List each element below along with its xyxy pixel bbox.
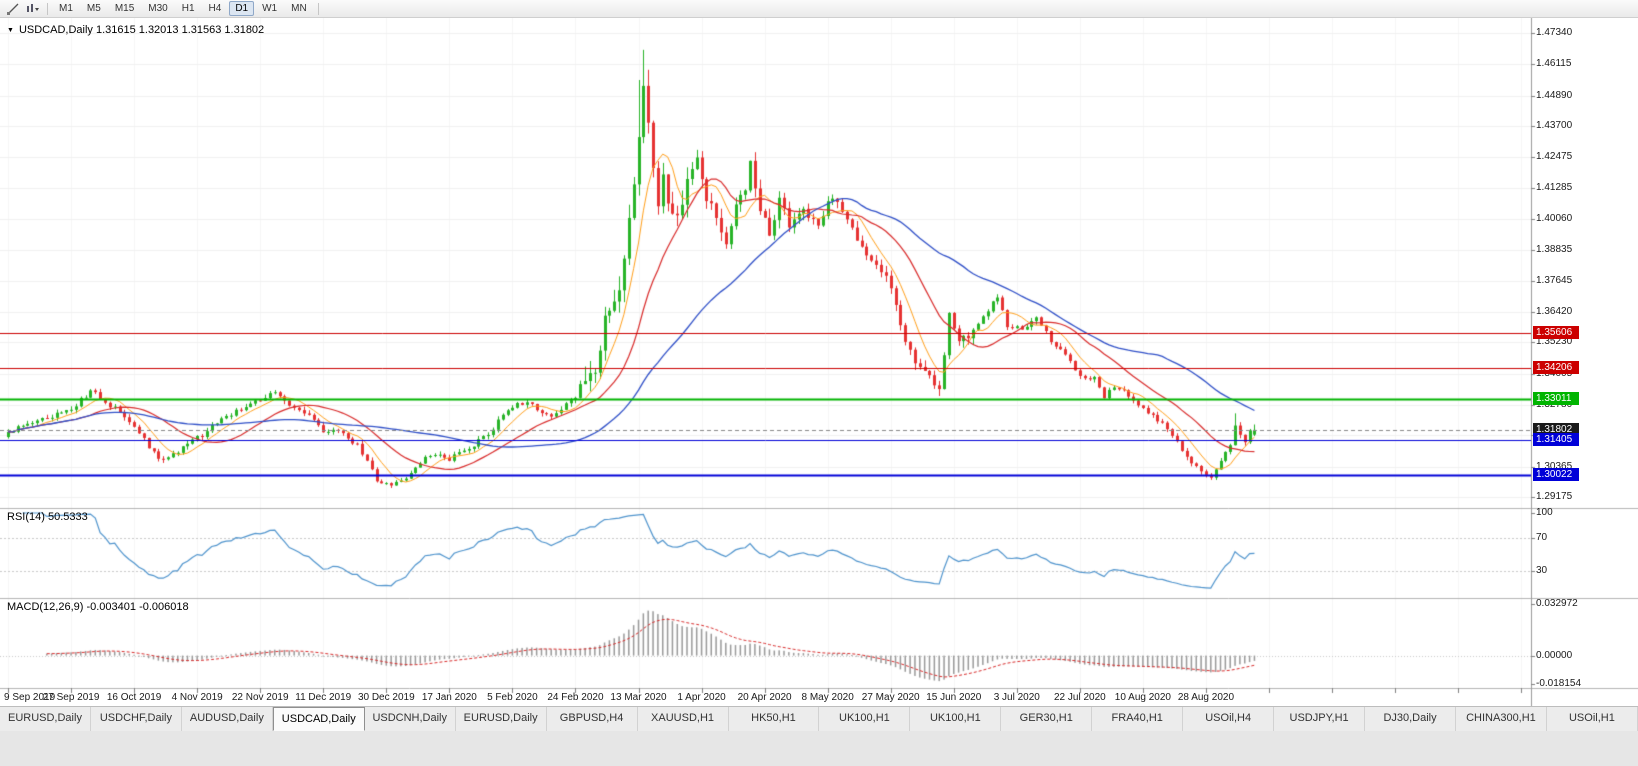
date-label: 4 Nov 2019 [171, 692, 223, 703]
price-scale-label: 1.44890 [1536, 89, 1573, 101]
price-scale-label: 1.40060 [1536, 212, 1573, 224]
date-label: 8 May 2020 [801, 692, 854, 703]
price-scale-label: 1.29175 [1536, 491, 1573, 502]
timeframe-button-m5[interactable]: M5 [86, 3, 101, 14]
chart-ohlc-header: ▼ USDCAD,Daily 1.31615 1.32013 1.31563 1… [7, 24, 264, 36]
date-label: 28 Aug 2020 [1177, 692, 1235, 703]
chart-tab-usdchf-daily[interactable]: USDCHF,Daily [90, 707, 182, 731]
chart-tab-usdcnh-daily[interactable]: USDCNH,Daily [364, 707, 456, 731]
macd-scale-label: 0.00000 [1536, 649, 1573, 661]
price-scale-label: 1.41285 [1536, 181, 1573, 193]
macd-indicator-label: MACD(12,26,9) -0.003401 -0.006018 [7, 601, 189, 613]
macd-scale-label: 0.032972 [1536, 598, 1578, 609]
chart-tab-gbpusd-h4[interactable]: GBPUSD,H4 [546, 707, 638, 731]
date-label: 3 Jul 2020 [993, 692, 1040, 703]
chart-toolbar: M1 M5 M15 M30 H1 H4 D1 W1 MN [0, 0, 1638, 18]
timeframe-button-w1[interactable]: W1 [262, 3, 278, 14]
chart-tab-china300-h1[interactable]: CHINA300,H1 [1456, 707, 1547, 731]
price-scale-label: 1.35230 [1536, 336, 1573, 348]
macd-scale-label: -0.018154 [1536, 678, 1582, 689]
price-scale-label: 1.37645 [1536, 274, 1573, 286]
chart-tab-audusd-daily[interactable]: AUDUSD,Daily [181, 707, 273, 731]
date-label: 10 Aug 2020 [1114, 692, 1171, 703]
symbol-marker-icon: ▼ [7, 26, 14, 34]
chart-tab-fra40-h1[interactable]: FRA40,H1 [1092, 707, 1184, 731]
chart-tab-usdjpy-h1[interactable]: USDJPY,H1 [1274, 707, 1366, 731]
price-scale-label: 1.43700 [1536, 119, 1573, 131]
price-scale-label: 1.38835 [1536, 244, 1573, 256]
date-label: 13 Mar 2020 [610, 692, 667, 703]
timeframe-button-h1[interactable]: H1 [181, 3, 195, 14]
current-price-badge: 1.31802 [1533, 423, 1579, 436]
date-label: 1 Apr 2020 [677, 692, 726, 703]
timeframe-button-mn[interactable]: MN [291, 3, 307, 14]
price-chart-canvas[interactable] [0, 18, 1638, 706]
timeframe-button-m30[interactable]: M30 [148, 3, 168, 14]
chart-tab-usoil-h1[interactable]: USOil,H1 [1546, 707, 1638, 731]
chart-tab-eurusd-daily[interactable]: EURUSD,Daily [0, 707, 91, 731]
timeframe-button-m15[interactable]: M15 [114, 3, 135, 14]
date-label: 24 Feb 2020 [547, 692, 604, 703]
date-label: 17 Jan 2020 [421, 692, 477, 703]
date-label: 16 Oct 2019 [106, 692, 162, 703]
date-label: 9 Sep 2019 [4, 692, 56, 703]
rsi-indicator-label: RSI(14) 50.5333 [7, 511, 88, 523]
chart-header-text: USDCAD,Daily 1.31615 1.32013 1.31563 1.3… [18, 24, 265, 36]
rsi-scale-label: 30 [1536, 565, 1548, 576]
chart-tab-usoil-h4[interactable]: USOil,H4 [1183, 707, 1275, 731]
hline-price-badge[interactable]: 1.35606 [1533, 326, 1579, 339]
chart-region: ▼ USDCAD,Daily 1.31615 1.32013 1.31563 1… [0, 18, 1638, 706]
date-label: 11 Dec 2019 [295, 692, 352, 703]
date-label: 15 Jun 2020 [926, 692, 982, 703]
chart-tab-bar: EURUSD,Daily USDCHF,Daily AUDUSD,Daily USDC… [0, 706, 1638, 731]
date-label: 20 Apr 2020 [737, 692, 792, 703]
timeframe-button-h4[interactable]: H4 [208, 3, 222, 14]
hline-price-badge[interactable]: 1.34206 [1533, 361, 1579, 374]
hline-price-badge[interactable]: 1.31405 [1533, 433, 1579, 446]
timeframe-button-group: M1 M5 M15 M30 H1 H4 D1 W1 MN [52, 1, 314, 16]
chart-tab-uk100-h1[interactable]: UK100,H1 [819, 707, 911, 731]
date-label: 5 Feb 2020 [487, 692, 538, 703]
price-scale-label: 1.46115 [1536, 58, 1572, 70]
chart-tab-hk50-h1[interactable]: HK50,H1 [728, 707, 820, 731]
hline-price-badge[interactable]: 1.33011 [1533, 392, 1579, 405]
price-scale-label: 1.47340 [1536, 27, 1573, 38]
chart-tab-dj30-daily[interactable]: DJ30,Daily [1365, 707, 1456, 731]
chart-tab-uk100-h1[interactable]: UK100,H1 [910, 707, 1002, 731]
date-label: 27 May 2020 [861, 692, 920, 703]
date-label: 27 Sep 2019 [42, 692, 100, 703]
price-scale-label: 1.42475 [1536, 151, 1573, 163]
chart-tab-xauusd-h1[interactable]: XAUUSD,H1 [637, 707, 729, 731]
price-scale-label: 1.30365 [1536, 460, 1573, 472]
toolbar-separator [47, 2, 48, 15]
date-label: 22 Jul 2020 [1053, 692, 1106, 703]
price-scale-label: 1.36420 [1536, 305, 1573, 317]
rsi-scale-label: 70 [1536, 531, 1548, 543]
chart-tab-ger30-h1[interactable]: GER30,H1 [1001, 707, 1093, 731]
hline-price-badge[interactable]: 1.30022 [1533, 468, 1579, 481]
timeframe-button-d1[interactable]: D1 [229, 1, 255, 16]
timeframe-button-m1[interactable]: M1 [59, 3, 73, 14]
chart-tab-usdcad-daily[interactable]: USDCAD,Daily [272, 707, 365, 731]
chart-tab-eurusd-daily[interactable]: EURUSD,Daily [455, 707, 547, 731]
rsi-scale-label: 100 [1536, 507, 1553, 518]
date-label: 22 Nov 2019 [231, 692, 289, 703]
date-label: 30 Dec 2019 [357, 692, 415, 703]
toolbar-separator [317, 2, 319, 15]
line-draw-tool-icon[interactable] [4, 1, 22, 16]
chart-type-dropdown-icon[interactable] [24, 1, 42, 16]
bottom-strip [0, 731, 1638, 766]
